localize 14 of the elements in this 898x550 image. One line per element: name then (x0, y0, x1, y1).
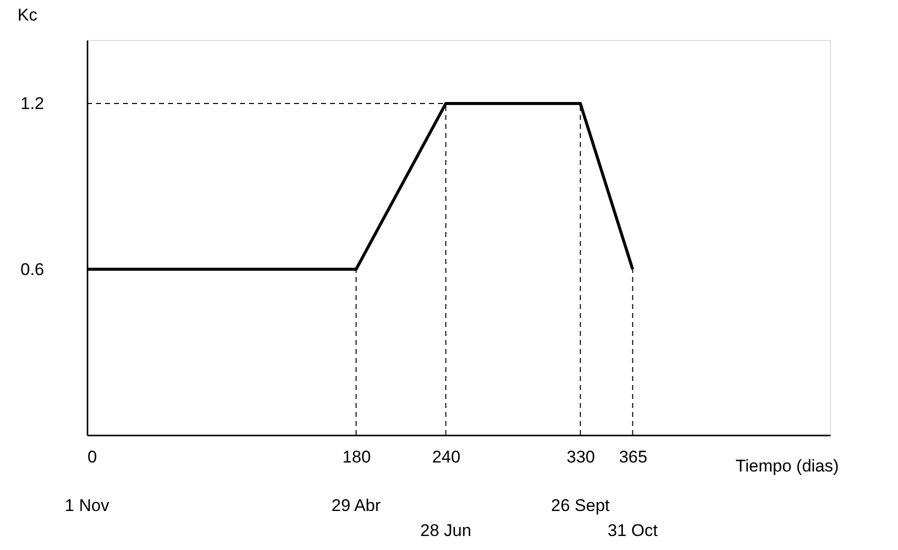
y-axis-title: Kc (18, 6, 38, 24)
y-tick-label: 0.6 (20, 260, 44, 279)
x-tick-label: 180 (342, 448, 371, 466)
x-tick-label: 330 (566, 448, 596, 466)
text: 31 Oct (608, 521, 658, 540)
x-tick-label: 365 (618, 448, 648, 466)
text: 26 Sept (551, 496, 610, 515)
x-tick-label: 240 (432, 448, 460, 466)
x-tick-label: 0 (88, 448, 97, 466)
text: 28 Jun (420, 521, 472, 540)
x-axis-title: Tiempo (dias) (736, 456, 839, 476)
text: 29 Abr (332, 496, 382, 515)
text: 1 Nov (64, 496, 110, 515)
y-tick-label: 1.2 (20, 94, 44, 114)
